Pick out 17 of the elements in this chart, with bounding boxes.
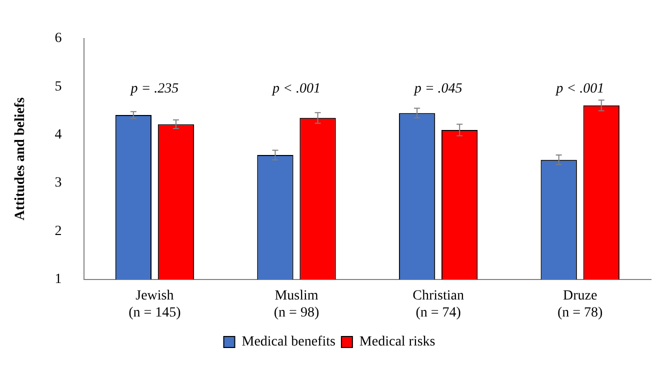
annotation: p < .001 bbox=[555, 82, 604, 97]
y-tick-label: 4 bbox=[54, 127, 62, 142]
annotation: p = .235 bbox=[130, 82, 179, 97]
y-tick-label: 6 bbox=[54, 31, 62, 46]
x-tick-label: Druze (n = 78) bbox=[557, 288, 604, 320]
x-tick-label: Muslim (n = 98) bbox=[274, 288, 320, 320]
legend-label: Medical risks bbox=[359, 334, 436, 350]
y-tick-label: 1 bbox=[54, 272, 62, 288]
annotation: p < .001 bbox=[272, 82, 320, 97]
x-tick-label: Christian (n = 74) bbox=[412, 288, 464, 320]
y-axis-title: Attitudes and beliefs bbox=[13, 96, 28, 220]
annotation: p = .045 bbox=[413, 82, 462, 97]
y-tick-label: 3 bbox=[54, 176, 62, 191]
legend-label: Medical benefits bbox=[242, 334, 336, 350]
x-tick-label: Jewish (n = 145) bbox=[128, 288, 182, 320]
y-tick-label: 5 bbox=[54, 79, 62, 94]
y-tick-label: 2 bbox=[54, 224, 62, 239]
